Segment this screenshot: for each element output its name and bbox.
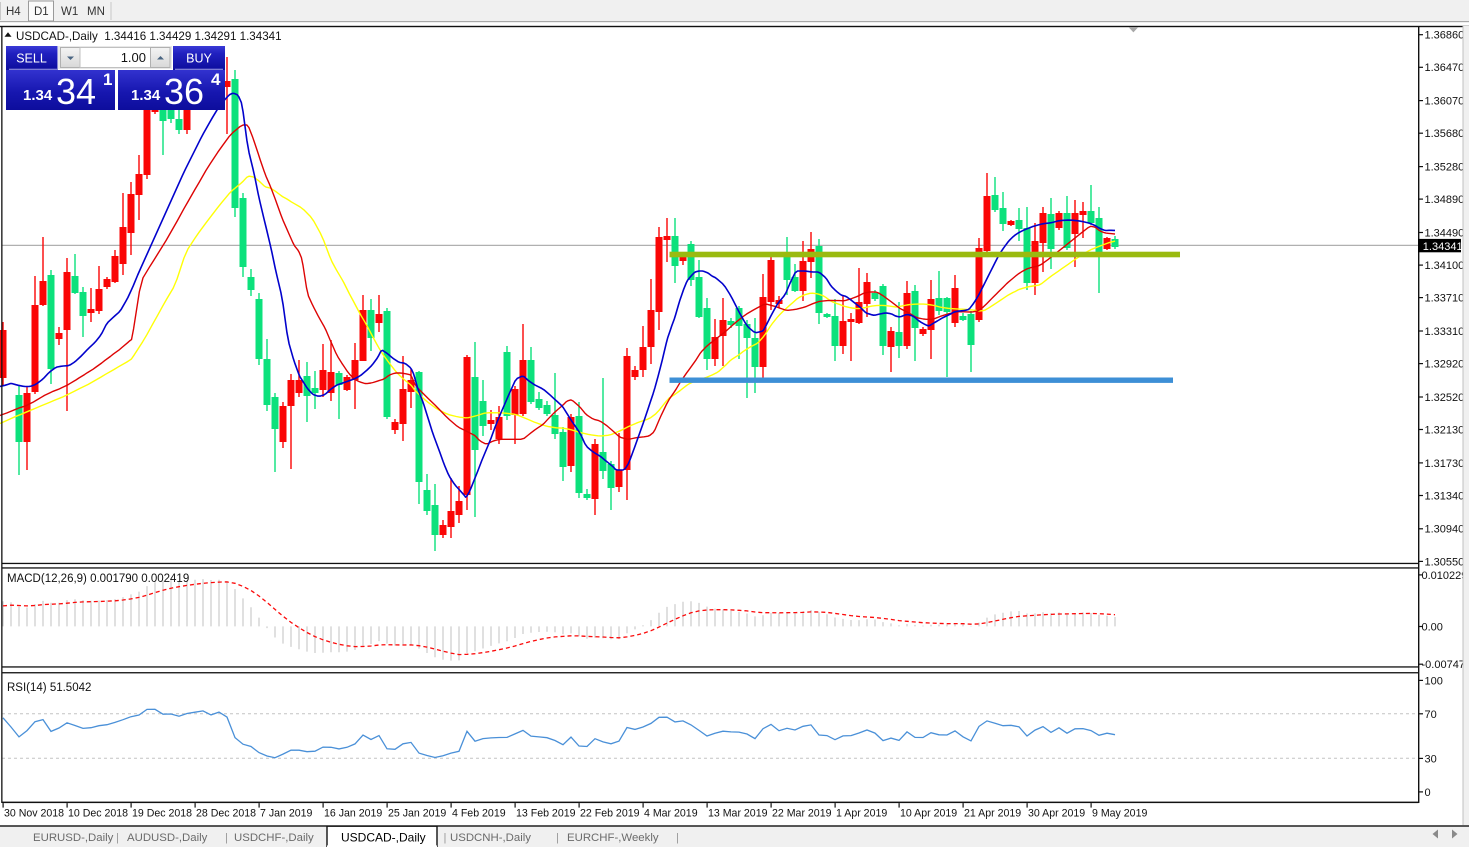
svg-text:AUDUSD-,Daily: AUDUSD-,Daily	[127, 832, 208, 844]
svg-text:USDCAD-,Daily: USDCAD-,Daily	[341, 831, 426, 845]
svg-text:1.34490: 1.34490	[1425, 227, 1465, 239]
svg-text:USDCNH-,Daily: USDCNH-,Daily	[450, 832, 531, 844]
svg-text:0: 0	[1425, 787, 1431, 799]
svg-text:7 Jan 2019: 7 Jan 2019	[260, 808, 313, 820]
svg-text:D1: D1	[34, 6, 49, 18]
svg-text:1: 1	[103, 70, 112, 89]
svg-text:EURUSD-,Daily: EURUSD-,Daily	[33, 832, 114, 844]
svg-text:USDCHF-,Daily: USDCHF-,Daily	[234, 832, 314, 844]
svg-text:34: 34	[56, 71, 96, 112]
svg-text:1.33310: 1.33310	[1425, 326, 1465, 338]
svg-text:0.010229: 0.010229	[1422, 570, 1468, 582]
svg-text:MACD(12,26,9) 0.001790 0.00241: MACD(12,26,9) 0.001790 0.002419	[7, 573, 189, 585]
svg-text:1.32520: 1.32520	[1425, 392, 1465, 404]
svg-text:13 Feb 2019: 13 Feb 2019	[516, 808, 576, 820]
svg-text:100: 100	[1425, 675, 1443, 687]
svg-text:22 Mar 2019: 22 Mar 2019	[772, 808, 832, 820]
svg-text:1.00: 1.00	[121, 50, 146, 65]
svg-text:-0.007477: -0.007477	[1422, 659, 1469, 671]
svg-text:USDCAD-,Daily 1.34416 1.34429: USDCAD-,Daily 1.34416 1.34429 1.34291 1.…	[16, 30, 282, 43]
svg-text:30 Nov 2018: 30 Nov 2018	[4, 808, 64, 820]
svg-text:9 May 2019: 9 May 2019	[1092, 808, 1147, 820]
svg-text:|: |	[556, 832, 559, 844]
svg-text:1.35280: 1.35280	[1425, 162, 1465, 174]
svg-text:MN: MN	[87, 6, 105, 18]
svg-text:1.31730: 1.31730	[1425, 458, 1465, 470]
svg-text:1.34341: 1.34341	[1423, 241, 1463, 253]
svg-text:1.31340: 1.31340	[1425, 490, 1465, 502]
svg-text:|: |	[116, 832, 119, 844]
svg-text:4 Feb 2019: 4 Feb 2019	[452, 808, 506, 820]
svg-text:1.36070: 1.36070	[1425, 96, 1465, 108]
svg-text:W1: W1	[61, 6, 78, 18]
svg-text:SELL: SELL	[16, 52, 47, 66]
svg-text:22 Feb 2019: 22 Feb 2019	[580, 808, 640, 820]
svg-text:1.34: 1.34	[131, 87, 161, 104]
svg-text:1.34: 1.34	[23, 87, 53, 104]
svg-text:1.32920: 1.32920	[1425, 359, 1465, 371]
svg-text:10 Apr 2019: 10 Apr 2019	[900, 808, 957, 820]
svg-text:1.34100: 1.34100	[1425, 260, 1465, 272]
svg-text:28 Dec 2018: 28 Dec 2018	[196, 808, 256, 820]
svg-text:16 Jan 2019: 16 Jan 2019	[324, 808, 382, 820]
svg-text:10 Dec 2018: 10 Dec 2018	[68, 808, 128, 820]
svg-text:25 Jan 2019: 25 Jan 2019	[388, 808, 446, 820]
svg-text:EURCHF-,Weekly: EURCHF-,Weekly	[567, 832, 659, 844]
svg-text:1.36470: 1.36470	[1425, 62, 1465, 74]
svg-text:RSI(14) 51.5042: RSI(14) 51.5042	[7, 682, 91, 694]
svg-text:H4: H4	[6, 6, 21, 18]
svg-text:4 Mar 2019: 4 Mar 2019	[644, 808, 698, 820]
svg-text:1 Apr 2019: 1 Apr 2019	[836, 808, 887, 820]
svg-text:13 Mar 2019: 13 Mar 2019	[708, 808, 768, 820]
svg-text:1.36860: 1.36860	[1425, 30, 1465, 42]
svg-text:30 Apr 2019: 30 Apr 2019	[1028, 808, 1085, 820]
svg-text:1.34890: 1.34890	[1425, 194, 1465, 206]
svg-text:36: 36	[164, 71, 204, 112]
svg-text:30: 30	[1425, 753, 1437, 765]
svg-text:0.00: 0.00	[1422, 621, 1443, 633]
svg-text:19 Dec 2018: 19 Dec 2018	[132, 808, 192, 820]
svg-text:4: 4	[211, 70, 221, 89]
svg-text:1.30940: 1.30940	[1425, 524, 1465, 536]
svg-text:1.35680: 1.35680	[1425, 128, 1465, 140]
svg-text:1.30550: 1.30550	[1425, 556, 1465, 568]
svg-text:1.33710: 1.33710	[1425, 293, 1465, 305]
svg-text:70: 70	[1425, 709, 1437, 721]
svg-text:21 Apr 2019: 21 Apr 2019	[964, 808, 1021, 820]
svg-text:|: |	[225, 832, 228, 844]
svg-text:BUY: BUY	[186, 52, 212, 66]
svg-text:1.32130: 1.32130	[1425, 424, 1465, 436]
svg-text:|: |	[676, 832, 679, 844]
svg-text:|: |	[444, 832, 447, 844]
